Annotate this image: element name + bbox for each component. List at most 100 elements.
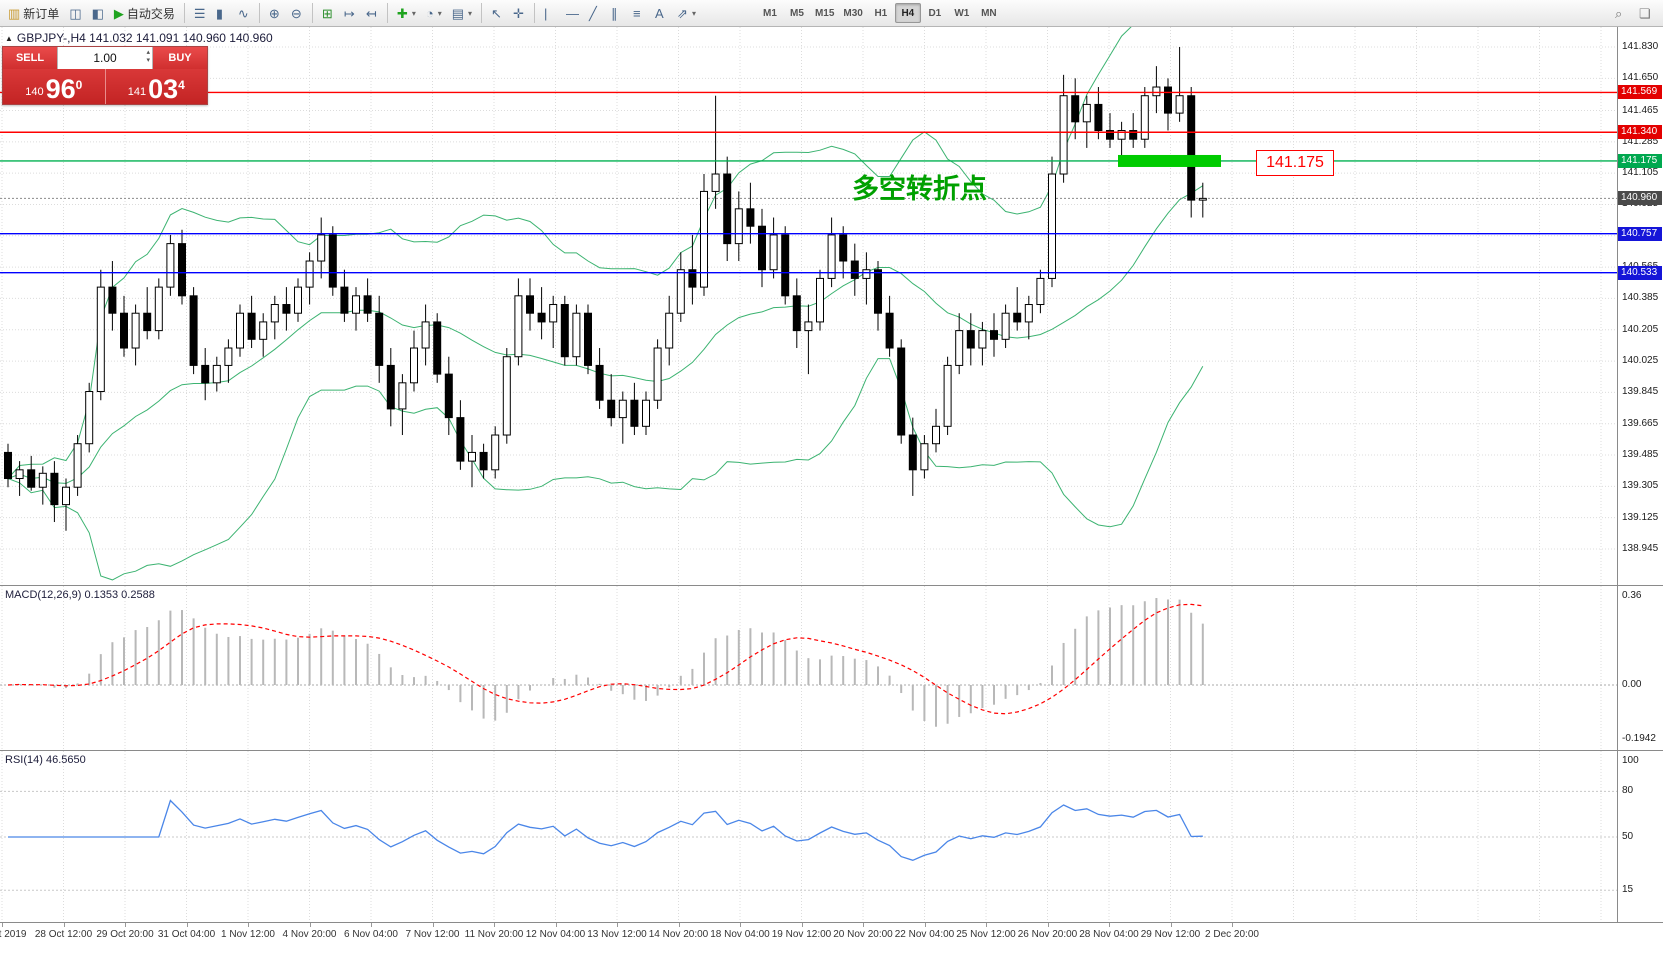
text-button[interactable]: A	[650, 2, 672, 24]
hline-price-badge-140.533[interactable]: 140.533	[1618, 265, 1662, 280]
candle	[665, 312, 674, 349]
cursor-button[interactable]: ↖	[486, 2, 508, 24]
highlight-rectangle[interactable]	[1118, 154, 1221, 167]
candle	[966, 330, 975, 349]
timeframe-m1-button[interactable]: M1	[757, 3, 783, 23]
rsi-line	[8, 799, 1203, 861]
candle	[421, 321, 430, 349]
candle	[1106, 130, 1114, 140]
hline-price-badge-141.340[interactable]: 141.340	[1618, 125, 1662, 140]
channel-button[interactable]: ∥	[606, 2, 628, 24]
time-axis-tick	[248, 923, 249, 927]
candle	[1082, 103, 1091, 123]
timeframe-h1-button[interactable]: H1	[868, 3, 894, 23]
timeframe-m5-button[interactable]: M5	[784, 3, 810, 23]
new-chart-button[interactable]: ❏	[1634, 2, 1656, 24]
price-callout[interactable]: 141.175	[1256, 150, 1334, 176]
timeframe-d1-button[interactable]: D1	[922, 3, 948, 23]
arrows-button[interactable]: ⇗ ▾	[672, 2, 701, 24]
volume-up-button[interactable]: ▴	[146, 49, 150, 56]
candle	[955, 330, 964, 366]
annotation-text[interactable]: 多空转折点	[852, 174, 987, 204]
candle	[990, 330, 998, 340]
bollinger-middle-band	[7, 185, 1204, 484]
collapse-icon[interactable]: ▲	[5, 33, 13, 43]
auto-trading-button-label: 自动交易	[126, 6, 175, 21]
auto-trading-button[interactable]: ▶ 自动交易	[109, 2, 180, 24]
templates-button[interactable]: ▤ ▾	[447, 2, 477, 24]
time-axis-tick	[1109, 923, 1110, 927]
toolbar-separator	[534, 3, 536, 23]
candle	[352, 295, 360, 314]
candle	[1013, 312, 1022, 323]
macd-axis-label: 0.00	[1622, 679, 1642, 690]
timeframe-h4-button[interactable]: H4	[894, 3, 921, 23]
price-axis-label: 141.465	[1622, 104, 1659, 116]
candle	[549, 304, 558, 323]
search-button[interactable]: ⌕	[1610, 2, 1632, 24]
volume-value: 1.00	[93, 51, 117, 65]
timeframe-m30-button[interactable]: M30	[839, 3, 866, 23]
tile-windows-button[interactable]: ⊞	[317, 2, 339, 24]
price-axis-label: 139.845	[1622, 386, 1659, 398]
time-axis-tick	[125, 923, 126, 927]
sell-button[interactable]: SELL	[3, 47, 57, 69]
chart-plot[interactable]	[0, 27, 1617, 585]
new-order-button[interactable]: ▥ 新订单	[3, 2, 64, 24]
candle	[781, 234, 790, 297]
auto-scroll-button[interactable]: ↦	[339, 2, 361, 24]
ohlc-bars-button[interactable]: ☰	[189, 2, 211, 24]
crosshair-button[interactable]: ✛	[508, 2, 530, 24]
candle	[73, 443, 82, 488]
candle	[642, 399, 650, 427]
candle	[758, 225, 766, 271]
timeframe-m15-button[interactable]: M15	[811, 3, 838, 23]
chart-shift-button[interactable]: ↤	[361, 2, 383, 24]
periods-icon: ◔	[425, 5, 434, 21]
trendline-button[interactable]: ╱	[584, 2, 606, 24]
candle	[607, 399, 616, 419]
candle	[711, 173, 720, 192]
one-click-trading-panel: SELL 1.00 ▴ ▾ BUY 140 96 0 141	[2, 46, 208, 105]
candle	[850, 260, 859, 279]
vertical-line-button[interactable]: |	[539, 2, 561, 24]
sell-price[interactable]: 140 96 0	[3, 69, 106, 104]
bollinger-upper-band	[7, 27, 1132, 479]
timeframe-w1-button[interactable]: W1	[949, 3, 975, 23]
line-chart-button[interactable]: ∿	[233, 2, 255, 24]
candle	[804, 321, 813, 332]
time-axis-tick	[494, 923, 495, 927]
hline-price-badge-141.569[interactable]: 141.569	[1618, 85, 1662, 100]
macd-plot[interactable]	[0, 586, 1617, 750]
candle	[120, 312, 128, 349]
indicators-button[interactable]: ✚ ▾	[392, 2, 421, 24]
candle	[816, 277, 824, 323]
time-axis-tick	[1170, 923, 1172, 927]
candle	[1117, 130, 1126, 140]
hline-price-badge-141.175[interactable]: 141.175	[1618, 153, 1662, 168]
fibonacci-button[interactable]: ≡	[628, 2, 650, 24]
candle	[1152, 86, 1161, 97]
buy-button[interactable]: BUY	[153, 47, 207, 69]
candle	[1129, 130, 1138, 140]
data-window-button[interactable]: ◧	[87, 2, 109, 24]
time-axis-label: 22 Nov 04:00	[894, 929, 955, 940]
candlestick-button[interactable]: ▮	[211, 2, 233, 24]
zoom-out-button[interactable]: ⊖	[286, 2, 308, 24]
candle	[62, 486, 70, 506]
timeframe-mn-button[interactable]: MN	[976, 3, 1002, 23]
hline-price-badge-140.757[interactable]: 140.757	[1618, 226, 1662, 241]
buy-price[interactable]: 141 03 4	[106, 69, 208, 104]
volume-input[interactable]: 1.00 ▴ ▾	[57, 47, 153, 69]
periods-button[interactable]: ◔ ▾	[421, 2, 447, 24]
main-chart-panel: ▲ GBPJPY-,H4 141.032 141.091 140.960 140…	[0, 27, 1663, 585]
zoom-in-button[interactable]: ⊕	[264, 2, 286, 24]
chart-window-button[interactable]: ◫	[64, 2, 86, 24]
volume-down-button[interactable]: ▾	[146, 57, 150, 64]
rsi-plot[interactable]	[0, 751, 1617, 922]
horizontal-line-button[interactable]: —	[561, 2, 584, 24]
candle	[584, 312, 592, 366]
time-axis-label: 6 Nov 04:00	[344, 929, 398, 940]
candle	[201, 364, 210, 384]
time-axis-tick	[432, 923, 434, 927]
